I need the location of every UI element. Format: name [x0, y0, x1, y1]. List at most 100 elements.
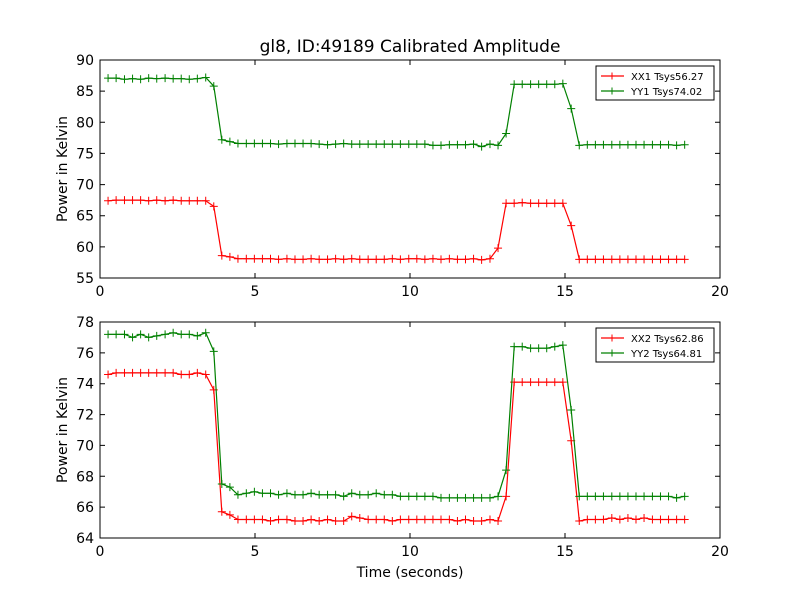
data-point — [331, 490, 340, 499]
data-point — [583, 492, 592, 501]
data-point — [169, 328, 178, 337]
data-point — [169, 368, 178, 377]
x-tick-label: 10 — [401, 544, 419, 560]
data-point — [299, 139, 308, 148]
data-point — [242, 254, 251, 263]
data-point — [315, 517, 324, 526]
data-point — [453, 493, 462, 502]
legend-label: XX1 Tsys56.27 — [631, 72, 704, 83]
data-point — [599, 140, 608, 149]
data-point — [485, 515, 494, 524]
data-point — [615, 140, 624, 149]
data-point — [412, 492, 421, 501]
data-point — [607, 492, 616, 501]
data-point — [680, 492, 689, 501]
data-point — [209, 347, 218, 356]
data-point — [185, 330, 194, 339]
data-point — [380, 255, 389, 264]
data-point — [152, 331, 161, 340]
data-point — [542, 344, 551, 353]
data-point — [144, 333, 153, 342]
data-point — [656, 140, 665, 149]
series-1-1 — [104, 196, 689, 264]
y-tick-label: 74 — [76, 377, 94, 393]
data-point — [428, 492, 437, 501]
data-point — [242, 515, 251, 524]
data-point — [412, 140, 421, 149]
data-point — [420, 255, 429, 264]
data-point — [558, 378, 567, 387]
data-point — [323, 515, 332, 524]
data-point — [258, 254, 267, 263]
data-point — [648, 515, 657, 524]
data-point — [494, 141, 503, 150]
data-point — [380, 140, 389, 149]
data-point — [161, 330, 170, 339]
data-point — [380, 490, 389, 499]
data-point — [177, 74, 186, 83]
data-point — [518, 342, 527, 351]
legend-marker — [608, 349, 616, 357]
data-point — [396, 492, 405, 501]
data-point — [225, 510, 234, 519]
data-point — [274, 490, 283, 499]
x-tick-label: 20 — [711, 284, 729, 300]
data-point — [339, 517, 348, 526]
data-point — [396, 255, 405, 264]
y-tick-label: 90 — [76, 53, 94, 69]
data-point — [307, 515, 316, 524]
legend-label: XX2 Tsys62.86 — [631, 334, 704, 345]
data-point — [599, 515, 608, 524]
data-point — [542, 199, 551, 208]
figure-title: gl8, ID:49189 Calibrated Amplitude — [260, 37, 561, 57]
data-point — [550, 378, 559, 387]
data-point — [631, 140, 640, 149]
data-point — [445, 254, 454, 263]
data-point — [575, 492, 584, 501]
data-point — [428, 254, 437, 263]
data-point — [404, 515, 413, 524]
data-point — [469, 493, 478, 502]
data-point — [502, 492, 511, 501]
data-point — [631, 515, 640, 524]
legend-box — [595, 65, 715, 101]
data-point — [445, 515, 454, 524]
data-point — [672, 141, 681, 150]
data-point — [623, 492, 632, 501]
data-point — [485, 493, 494, 502]
data-point — [364, 490, 373, 499]
data-point — [526, 344, 535, 353]
legend: XX2 Tsys62.86 YY2 Tsys64.81 — [595, 327, 715, 363]
data-point — [250, 487, 259, 496]
data-point — [599, 492, 608, 501]
data-point — [477, 493, 486, 502]
data-point — [128, 74, 137, 83]
data-point — [112, 196, 121, 205]
data-point — [266, 517, 275, 526]
data-point — [420, 492, 429, 501]
series-2-2 — [104, 328, 689, 502]
data-point — [120, 330, 129, 339]
data-point — [201, 328, 210, 337]
data-point — [680, 515, 689, 524]
data-point — [323, 255, 332, 264]
data-point — [112, 368, 121, 377]
data-point — [526, 80, 535, 89]
data-point — [388, 254, 397, 263]
data-point — [437, 255, 445, 264]
data-point — [136, 196, 145, 205]
data-point — [437, 141, 445, 150]
data-point — [453, 140, 462, 149]
data-point — [177, 370, 186, 379]
data-point — [412, 254, 421, 263]
data-point — [250, 139, 259, 148]
data-point — [664, 255, 673, 264]
data-point — [217, 251, 226, 260]
data-point — [274, 140, 283, 149]
data-point — [672, 515, 681, 524]
data-point — [258, 139, 267, 148]
data-point — [380, 515, 389, 524]
x-tick-label: 20 — [711, 544, 729, 560]
data-point — [331, 517, 340, 526]
data-point — [250, 254, 259, 263]
